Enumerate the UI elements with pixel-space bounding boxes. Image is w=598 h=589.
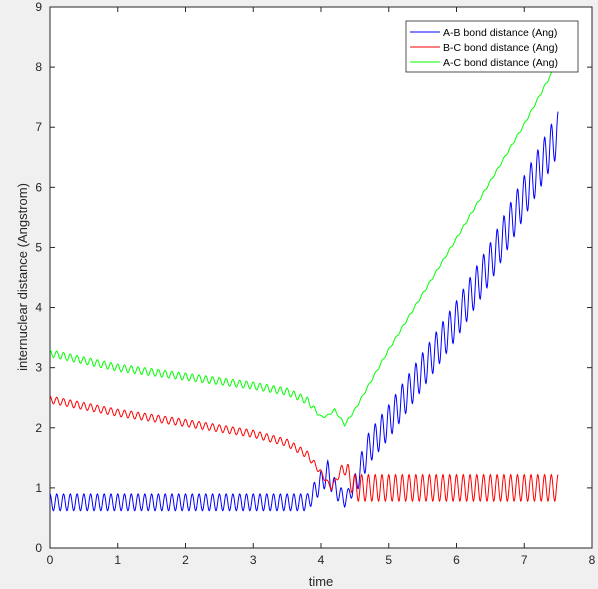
x-tick-label: 3 xyxy=(250,553,257,567)
series-layer xyxy=(49,59,559,512)
legend-label-ac: A-C bond distance (Ang) xyxy=(443,57,558,69)
x-tick-label: 5 xyxy=(385,553,392,567)
y-tick-label: 8 xyxy=(35,60,42,74)
plot-area xyxy=(49,6,593,549)
y-tick-label: 9 xyxy=(35,0,42,14)
y-tick-label: 4 xyxy=(35,301,42,315)
series-line-ac xyxy=(49,59,559,427)
x-tick-label: 0 xyxy=(47,553,54,567)
y-tick-label: 3 xyxy=(35,361,42,375)
y-tick-label: 6 xyxy=(35,180,42,194)
y-tick-label: 1 xyxy=(35,481,42,495)
x-tick-label: 6 xyxy=(453,553,460,567)
series-line-bc xyxy=(49,395,559,503)
x-tick-label: 4 xyxy=(318,553,325,567)
y-tick-label: 7 xyxy=(35,120,42,134)
legend: A-B bond distance (Ang) B-C bond distanc… xyxy=(405,20,579,73)
x-tick-label: 7 xyxy=(521,553,528,567)
tick-layer: 0 1 2 3 4 5 6 7 8 0 1 2 3 4 5 6 7 8 9 xyxy=(35,0,595,567)
x-tick-label: 1 xyxy=(114,553,121,567)
legend-label-bc: B-C bond distance (Ang) xyxy=(443,42,558,54)
y-tick-label: 0 xyxy=(35,541,42,555)
legend-label-ab: A-B bond distance (Ang) xyxy=(443,27,557,39)
x-tick-label: 8 xyxy=(589,553,596,567)
y-tick-label: 2 xyxy=(35,421,42,435)
x-axis-label: time xyxy=(309,574,334,589)
y-tick-label: 5 xyxy=(35,240,42,254)
x-tick-label: 2 xyxy=(182,553,189,567)
y-axis-label: internuclear distance (Angstrom) xyxy=(15,183,30,371)
series-line-ab xyxy=(49,111,559,512)
